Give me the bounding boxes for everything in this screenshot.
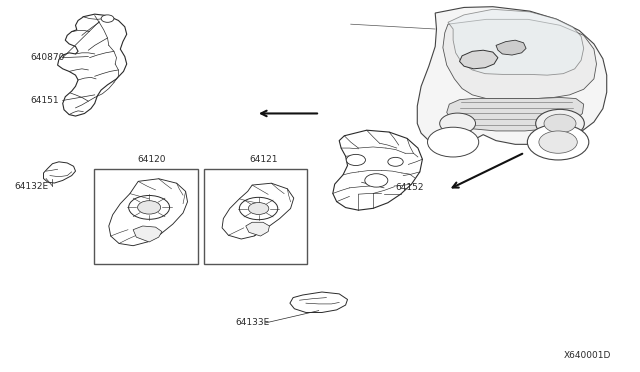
Circle shape <box>129 196 170 219</box>
Polygon shape <box>44 162 76 183</box>
Polygon shape <box>246 222 269 236</box>
Circle shape <box>101 15 114 22</box>
Circle shape <box>440 113 476 134</box>
Polygon shape <box>333 130 422 210</box>
Text: 64151: 64151 <box>31 96 60 105</box>
Circle shape <box>248 202 269 214</box>
Circle shape <box>138 201 161 214</box>
Circle shape <box>388 157 403 166</box>
Polygon shape <box>496 40 526 55</box>
Text: X640001D: X640001D <box>564 351 611 360</box>
Polygon shape <box>133 226 162 242</box>
Polygon shape <box>460 50 498 69</box>
Circle shape <box>346 154 365 166</box>
Bar <box>94 169 198 264</box>
Circle shape <box>428 127 479 157</box>
Circle shape <box>536 109 584 138</box>
Polygon shape <box>109 179 188 246</box>
Circle shape <box>527 124 589 160</box>
Text: 64152: 64152 <box>395 183 424 192</box>
Polygon shape <box>443 19 596 99</box>
Circle shape <box>365 174 388 187</box>
Text: 64121: 64121 <box>250 155 278 164</box>
Text: 64120: 64120 <box>138 155 166 164</box>
Circle shape <box>539 131 577 153</box>
Polygon shape <box>290 292 348 312</box>
Polygon shape <box>417 7 607 144</box>
Bar <box>204 169 307 264</box>
Polygon shape <box>58 14 127 116</box>
Text: 64133E: 64133E <box>236 318 270 327</box>
Circle shape <box>239 197 278 219</box>
Polygon shape <box>448 9 584 75</box>
Circle shape <box>544 114 576 133</box>
Polygon shape <box>447 97 584 131</box>
Text: 640870: 640870 <box>31 53 65 62</box>
Text: 64132E: 64132E <box>14 182 48 190</box>
Polygon shape <box>222 183 294 239</box>
